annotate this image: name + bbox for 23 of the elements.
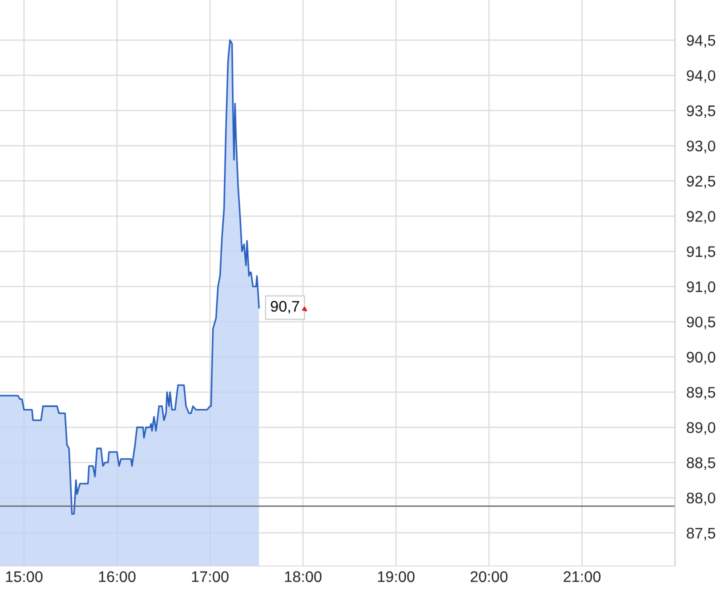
x-tick-label: 18:00 xyxy=(285,571,322,582)
y-tick-label: 90,0 xyxy=(686,352,716,364)
y-tick-label: 89,5 xyxy=(686,386,716,400)
y-tick-label: 94,5 xyxy=(686,34,716,48)
x-tick-label: 15:00 xyxy=(6,571,43,582)
y-tick-label: 93,5 xyxy=(686,105,716,118)
y-tick-label: 88,5 xyxy=(686,457,716,470)
x-tick-label: 17:00 xyxy=(192,571,229,582)
y-tick-label: 87,5 xyxy=(686,528,716,540)
y-tick-label: 92,0 xyxy=(686,210,716,224)
y-tick-label: 88,0 xyxy=(686,492,716,506)
x-tick-label: 19:00 xyxy=(378,571,415,582)
y-tick-label: 90,5 xyxy=(686,316,716,330)
annotation: 90,7 xyxy=(270,300,300,314)
y-tick-label: 91,5 xyxy=(686,246,716,259)
y-tick-label: 89,0 xyxy=(686,422,716,435)
x-tick-label: 20:00 xyxy=(470,571,508,582)
y-tick-label: 91,0 xyxy=(686,281,716,294)
x-tick-label: 16:00 xyxy=(99,571,136,582)
x-tick-label: 21:00 xyxy=(564,571,601,582)
y-tick-label: 93,0 xyxy=(686,140,716,154)
y-tick-label: 92,5 xyxy=(686,176,716,188)
y-tick-label: 94,0 xyxy=(686,70,716,83)
